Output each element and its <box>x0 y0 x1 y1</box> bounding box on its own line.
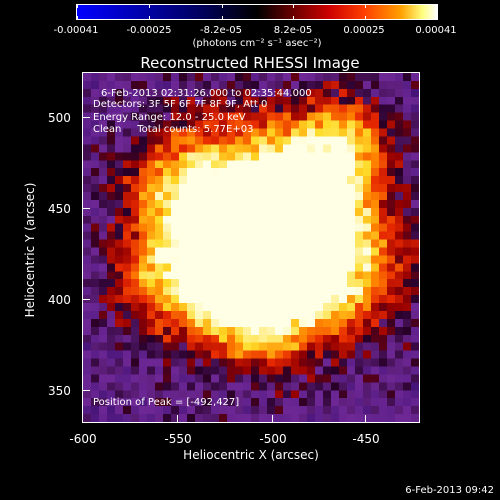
image-title: Reconstructed RHESSI Image <box>140 54 360 72</box>
x-axis-label: Heliocentric X (arcsec) <box>183 448 319 462</box>
y-tick-label: 450 <box>48 202 71 216</box>
detectors-text: Detectors: 3F 5F 6F 7F 8F 9F, Att 0 <box>93 99 268 110</box>
energy-range-text: Energy Range: 12.0 - 25.0 keV <box>93 112 246 123</box>
colorbar-unit: (photons cm⁻² s⁻¹ asec⁻²) <box>192 38 322 49</box>
y-axis-label: Heliocentric Y (arcsec) <box>23 182 37 318</box>
x-tick-label: -450 <box>352 432 380 446</box>
x-tick-label: -600 <box>69 432 97 446</box>
y-tick-label: 400 <box>48 293 71 307</box>
colorbar-tick-label: 8.2e-05 <box>273 25 313 36</box>
rhessi-image <box>82 72 420 423</box>
colorbar-tick-label: -0.00025 <box>126 25 172 36</box>
clean-info-text: Clean Total counts: 5.77E+03 <box>93 124 254 135</box>
colorbar <box>76 4 438 20</box>
colorbar-tick-label: 0.00041 <box>415 25 457 36</box>
heatmap-canvas <box>83 73 419 422</box>
colorbar-gradient <box>77 5 437 19</box>
x-tick-label: -550 <box>164 432 192 446</box>
colorbar-tick-label: -0.00041 <box>53 25 99 36</box>
plot-timestamp: 6-Feb-2013 09:42 <box>405 485 494 496</box>
x-tick-label: -500 <box>259 432 287 446</box>
y-tick-label: 500 <box>48 111 71 125</box>
time-range-text: 6-Feb-2013 02:31:26.000 to 02:35:44.000 <box>101 88 312 99</box>
colorbar-tick-label: 0.00025 <box>343 25 385 36</box>
y-tick-label: 350 <box>48 384 71 398</box>
colorbar-tick-label: -8.2e-05 <box>200 25 242 36</box>
peak-position-text: Position of Peak = [-492,427] <box>93 397 240 408</box>
